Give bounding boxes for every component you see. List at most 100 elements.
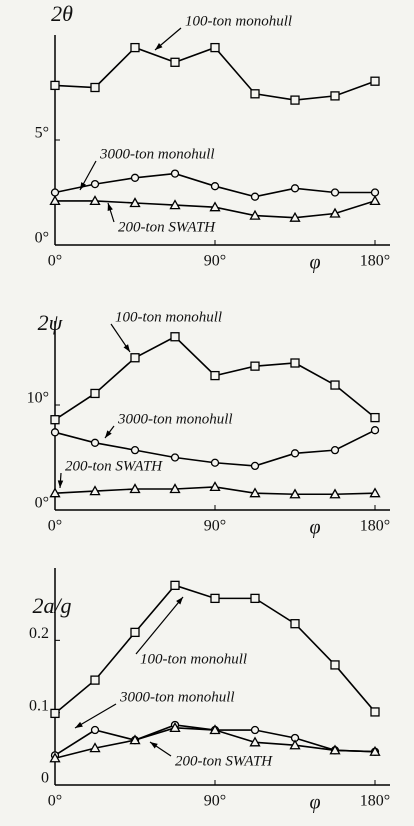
marker-triangle <box>89 195 101 206</box>
marker-circle <box>170 453 180 462</box>
marker-square <box>50 80 60 91</box>
marker-square <box>330 380 340 390</box>
marker-square <box>370 412 380 423</box>
y-tick-label: 0° <box>35 495 49 512</box>
y-axis-label: 2ψ <box>38 310 63 335</box>
marker-triangle <box>169 483 181 494</box>
marker-circle <box>370 426 380 435</box>
marker-square <box>130 353 140 363</box>
marker-triangle <box>129 197 141 208</box>
annotation: 200-ton SWATH <box>65 458 163 474</box>
marker-triangle <box>249 209 261 220</box>
y-axis-label: 2θ <box>51 1 73 26</box>
marker-square <box>330 91 340 101</box>
annotation: 3000-ton monohull <box>117 411 233 427</box>
marker-triangle <box>209 724 221 735</box>
marker-circle <box>90 725 100 735</box>
marker-square <box>130 627 140 638</box>
arrow-head <box>80 182 87 190</box>
marker-square <box>210 370 220 381</box>
arrow-head <box>75 721 83 728</box>
annotation: 200-ton SWATH <box>118 219 216 235</box>
marker-triangle <box>369 745 381 756</box>
arrow-head <box>150 742 158 749</box>
marker-circle <box>290 449 300 458</box>
marker-square <box>290 358 300 368</box>
x-tick-label: 0° <box>48 793 62 810</box>
marker-circle <box>50 428 60 437</box>
series-line <box>54 46 376 101</box>
marker-triangle <box>289 488 301 499</box>
marker-circle <box>250 461 260 471</box>
arrow-head <box>123 344 130 352</box>
marker-triangle <box>289 211 301 222</box>
marker-square <box>170 580 180 591</box>
marker-square <box>290 619 300 629</box>
marker-circle <box>90 179 100 189</box>
x-tick-label: 180° <box>360 253 390 270</box>
marker-triangle <box>129 483 141 494</box>
marker-circle <box>250 192 260 201</box>
marker-square <box>50 415 60 425</box>
y-tick-label: 0 <box>41 770 49 787</box>
marker-triangle <box>49 752 61 763</box>
annotation: 3000-ton monohull <box>99 146 215 162</box>
x-tick-label: 90° <box>204 793 226 810</box>
marker-square <box>170 57 180 67</box>
arrow-head <box>105 430 112 438</box>
annotation: 200-ton SWATH <box>175 753 273 769</box>
marker-square <box>290 95 300 105</box>
marker-triangle <box>329 744 341 755</box>
arrow-head <box>57 480 64 488</box>
marker-square <box>130 42 140 53</box>
y-axis-label: 2a/g <box>32 593 71 618</box>
marker-circle <box>90 438 100 447</box>
x-tick-label: 180° <box>360 518 390 535</box>
marker-triangle <box>369 195 381 206</box>
marker-circle <box>130 173 140 182</box>
marker-square <box>210 593 220 604</box>
marker-square <box>370 707 380 717</box>
marker-square <box>210 42 220 53</box>
annotation: 100-ton monohull <box>185 13 292 29</box>
y-tick-label: 10° <box>27 390 49 407</box>
marker-square <box>250 593 260 604</box>
marker-triangle <box>289 739 301 750</box>
y-tick-label: 0° <box>35 230 49 247</box>
marker-square <box>250 89 260 99</box>
arrow-head <box>107 203 113 211</box>
marker-triangle <box>249 736 261 747</box>
marker-square <box>250 361 260 371</box>
marker-triangle <box>169 199 181 210</box>
marker-circle <box>370 188 380 197</box>
x-tick-label: 0° <box>48 518 62 535</box>
marker-triangle <box>89 485 101 496</box>
annotation: 100-ton monohull <box>115 309 222 325</box>
marker-square <box>90 82 100 93</box>
marker-square <box>90 675 100 685</box>
y-tick-label: 0.1 <box>29 697 49 714</box>
x-axis-label: φ <box>309 517 320 539</box>
marker-triangle <box>89 742 101 753</box>
marker-circle <box>330 445 340 455</box>
annotation: 100-ton monohull <box>140 651 247 667</box>
marker-triangle <box>209 201 221 212</box>
marker-square <box>90 388 100 399</box>
marker-circle <box>210 182 220 191</box>
marker-triangle <box>329 207 341 218</box>
x-tick-label: 90° <box>204 253 226 270</box>
marker-square <box>330 660 340 670</box>
marker-circle <box>210 458 220 467</box>
marker-triangle <box>369 487 381 498</box>
x-tick-label: 90° <box>204 518 226 535</box>
marker-square <box>170 332 180 342</box>
x-tick-label: 0° <box>48 253 62 270</box>
marker-square <box>370 76 380 86</box>
marker-circle <box>170 169 180 178</box>
annotation-arrow <box>74 703 117 729</box>
x-axis-label: φ <box>309 792 320 814</box>
marker-triangle <box>49 195 61 206</box>
marker-circle <box>290 184 300 193</box>
marker-triangle <box>169 722 181 733</box>
